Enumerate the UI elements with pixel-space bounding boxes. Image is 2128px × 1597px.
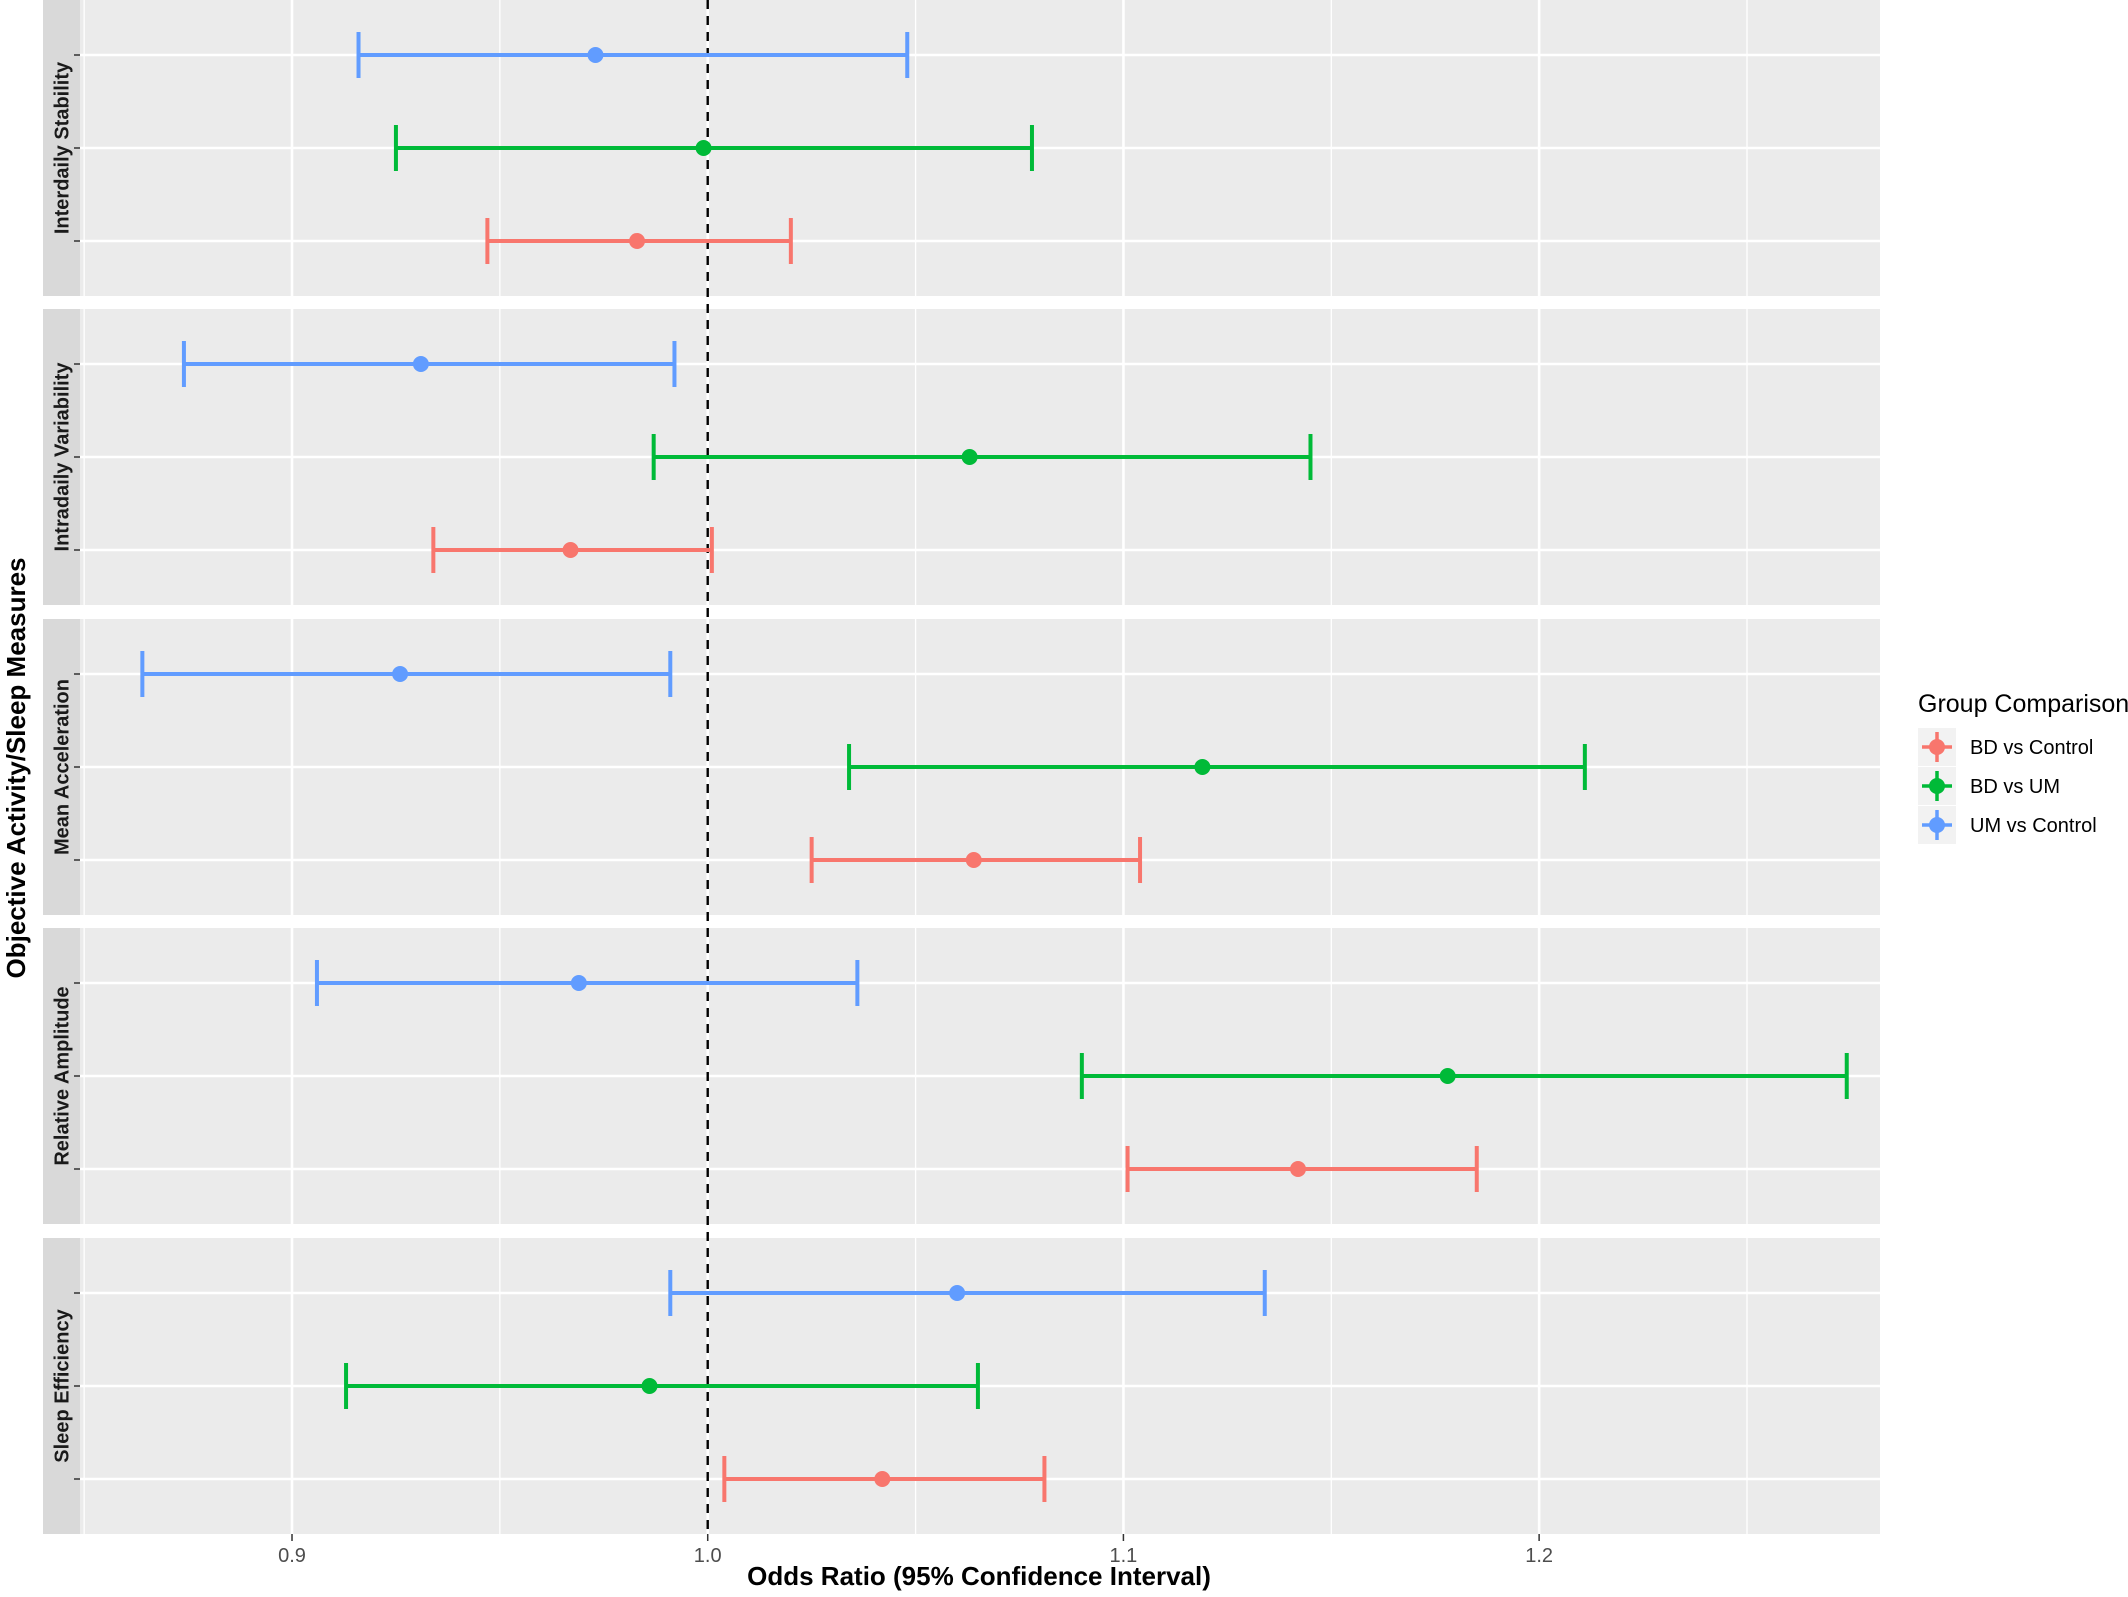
x-axis-title: Odds Ratio (95% Confidence Interval) bbox=[747, 1561, 1211, 1591]
y-axis-title: Objective Activity/Sleep Measures bbox=[1, 557, 31, 978]
panel-strip bbox=[43, 928, 80, 1224]
legend: Group Comparison BD vs Control BD vs UM UM… bbox=[1918, 690, 2128, 844]
panel-strip-label: Sleep Efficiency bbox=[52, 1308, 74, 1462]
panel-strip bbox=[43, 0, 80, 296]
panel-strip-label: Intradaily Variability bbox=[52, 362, 74, 552]
estimate-intradaily-variability-um-vs-control bbox=[181, 341, 677, 387]
point-estimate bbox=[412, 356, 429, 372]
x-tick-label: 1.0 bbox=[694, 1545, 722, 1567]
legend-key-um-vs-control: UM vs Control bbox=[1918, 806, 2097, 844]
estimate-relative-amplitude-bd-vs-um bbox=[1079, 1053, 1849, 1099]
legend-label: BD vs UM bbox=[1970, 776, 2060, 798]
point-estimate bbox=[695, 140, 712, 156]
estimate-interdaily-stability-um-vs-control bbox=[356, 32, 910, 78]
panel-strip bbox=[43, 619, 80, 915]
estimate-intradaily-variability-bd-vs-um bbox=[651, 434, 1313, 480]
estimate-sleep-efficiency-um-vs-control bbox=[668, 1270, 1267, 1316]
panel-strip bbox=[43, 309, 80, 605]
legend-label: UM vs Control bbox=[1970, 815, 2097, 837]
panel-strip bbox=[43, 1238, 80, 1534]
point-estimate bbox=[1439, 1068, 1456, 1084]
legend-key-bd-vs-control: BD vs Control bbox=[1918, 728, 2093, 766]
estimate-mean-acceleration-um-vs-control bbox=[140, 651, 673, 697]
x-tick-label: 1.2 bbox=[1525, 1545, 1553, 1567]
x-axis: 0.9 1.0 1.1 1.2 bbox=[278, 1534, 1553, 1567]
estimate-interdaily-stability-bd-vs-control bbox=[485, 218, 793, 264]
estimate-sleep-efficiency-bd-vs-um bbox=[344, 1363, 980, 1409]
legend-key-point bbox=[1929, 817, 1945, 833]
point-estimate bbox=[570, 975, 587, 991]
point-estimate bbox=[392, 666, 409, 682]
estimate-mean-acceleration-bd-vs-control bbox=[809, 837, 1143, 883]
estimate-interdaily-stability-bd-vs-um bbox=[393, 125, 1034, 171]
legend-label: BD vs Control bbox=[1970, 737, 2093, 759]
point-estimate bbox=[874, 1471, 891, 1487]
point-estimate bbox=[1194, 759, 1211, 775]
point-estimate bbox=[965, 852, 982, 868]
estimate-mean-acceleration-bd-vs-um bbox=[847, 744, 1587, 790]
point-estimate bbox=[641, 1378, 658, 1394]
panel-strip-label: Relative Amplitude bbox=[52, 986, 74, 1165]
legend-key-bd-vs-um: BD vs UM bbox=[1918, 767, 2060, 805]
estimate-sleep-efficiency-bd-vs-control bbox=[722, 1456, 1047, 1502]
estimate-intradaily-variability-bd-vs-control bbox=[431, 527, 714, 573]
x-tick-label: 0.9 bbox=[278, 1545, 306, 1567]
x-tick-label: 1.1 bbox=[1110, 1545, 1138, 1567]
panel-strip-label: Interdaily Stability bbox=[52, 61, 74, 234]
estimate-relative-amplitude-um-vs-control bbox=[314, 960, 860, 1006]
legend-key-point bbox=[1929, 778, 1945, 794]
point-estimate bbox=[629, 233, 646, 249]
estimates-layer bbox=[140, 32, 1849, 1502]
legend-key-point bbox=[1929, 739, 1945, 755]
estimate-relative-amplitude-bd-vs-control bbox=[1125, 1146, 1479, 1192]
panel-strip-label: Mean Acceleration bbox=[52, 679, 74, 855]
legend-title: Group Comparison bbox=[1918, 690, 2128, 718]
point-estimate bbox=[961, 449, 978, 465]
point-estimate bbox=[562, 542, 579, 558]
legend-keys: BD vs Control BD vs UM UM vs Control bbox=[1918, 728, 2097, 844]
point-estimate bbox=[587, 47, 604, 63]
point-estimate bbox=[1290, 1161, 1307, 1177]
point-estimate bbox=[949, 1285, 966, 1301]
